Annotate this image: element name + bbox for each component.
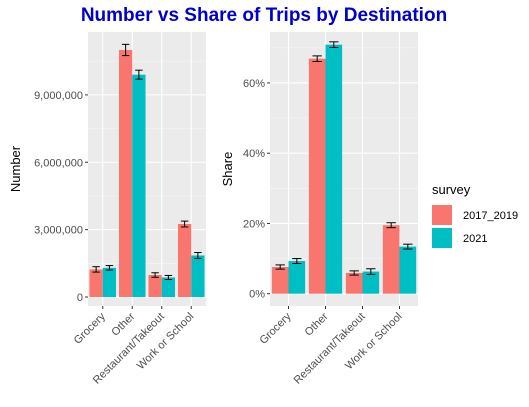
share-x-tick-label-grocery: Grocery <box>257 310 293 346</box>
share-bar-other-2017-2019 <box>308 58 326 294</box>
number-bar-work-or-school-2017-2019 <box>177 224 192 298</box>
share-chart-panel: 0% 20% 40% 60% Grocery OtherRestaurant/Takeou… <box>220 32 418 387</box>
number-bar-other-2017-2019 <box>118 49 133 298</box>
legend-title: survey <box>432 182 471 197</box>
legend-label-2017-2019: 2017_2019 <box>463 210 518 222</box>
share-bar-grocery-2017-2019 <box>271 267 289 294</box>
number-y-tick-label: 9,000,000 <box>34 90 83 102</box>
number-bar-restaurant-takeout-2021 <box>161 277 176 298</box>
share-bar-restaurant-takeout-2017-2019 <box>345 272 363 294</box>
number-y-tick-label: 6,000,000 <box>34 157 83 169</box>
number-x-tick-label-grocery: Grocery <box>72 310 108 346</box>
number-bar-grocery-2021 <box>102 267 117 298</box>
legend-swatch-2017-2019 <box>432 205 452 225</box>
number-bar-work-or-school-2021 <box>191 255 205 298</box>
share-y-axis-title: Share <box>220 152 235 187</box>
share-y-tick-label: 0% <box>249 289 265 301</box>
chart-title: Number vs Share of Trips by Destination <box>81 5 447 26</box>
number-y-tick-label: 3,000,000 <box>34 225 83 237</box>
number-bar-other-2021 <box>132 74 146 298</box>
share-bar-work-or-school-2017-2019 <box>382 225 400 294</box>
legend-label-2021: 2021 <box>463 233 487 245</box>
legend: survey 2017_2019 2021 <box>432 182 518 248</box>
number-bar-grocery-2017-2019 <box>89 269 103 298</box>
share-bar-work-or-school-2021 <box>399 246 417 294</box>
share-y-tick-label: 40% <box>243 148 265 160</box>
number-y-tick-label: 0 <box>77 292 83 304</box>
share-bar-other-2021 <box>325 44 343 294</box>
number-y-axis-title: Number <box>8 145 23 192</box>
share-y-tick-label: 60% <box>243 78 265 90</box>
number-bar-restaurant-takeout-2017-2019 <box>148 275 162 298</box>
share-x-tick-label-restaurant-takeout: Restaurant/Takeout <box>292 311 368 387</box>
share-x-tick-label-other: Other <box>303 310 331 338</box>
share-bar-restaurant-takeout-2021 <box>362 271 380 294</box>
share-bar-grocery-2021 <box>288 261 306 294</box>
share-y-tick-label: 20% <box>243 218 265 230</box>
legend-swatch-2021 <box>432 228 452 248</box>
